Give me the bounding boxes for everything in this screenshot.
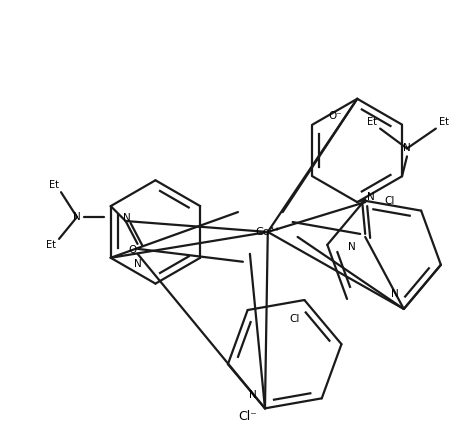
Text: N: N [347, 242, 355, 252]
Text: Cl: Cl [384, 196, 395, 206]
Text: Cl: Cl [289, 314, 299, 324]
Text: N: N [367, 192, 375, 202]
Text: Et: Et [49, 180, 59, 190]
Text: Et: Et [439, 116, 449, 127]
Text: Cl⁻: Cl⁻ [239, 410, 257, 423]
Text: N: N [123, 213, 130, 223]
Text: Et: Et [46, 240, 56, 250]
Text: Et: Et [367, 116, 377, 127]
Text: N: N [249, 390, 257, 401]
Text: N: N [133, 259, 141, 269]
Text: N: N [391, 289, 399, 299]
Text: Co³⁺: Co³⁺ [255, 227, 280, 237]
Text: N: N [403, 143, 411, 154]
Text: N: N [73, 212, 81, 222]
Text: O⁻: O⁻ [329, 111, 342, 121]
Text: O⁻: O⁻ [129, 245, 142, 255]
